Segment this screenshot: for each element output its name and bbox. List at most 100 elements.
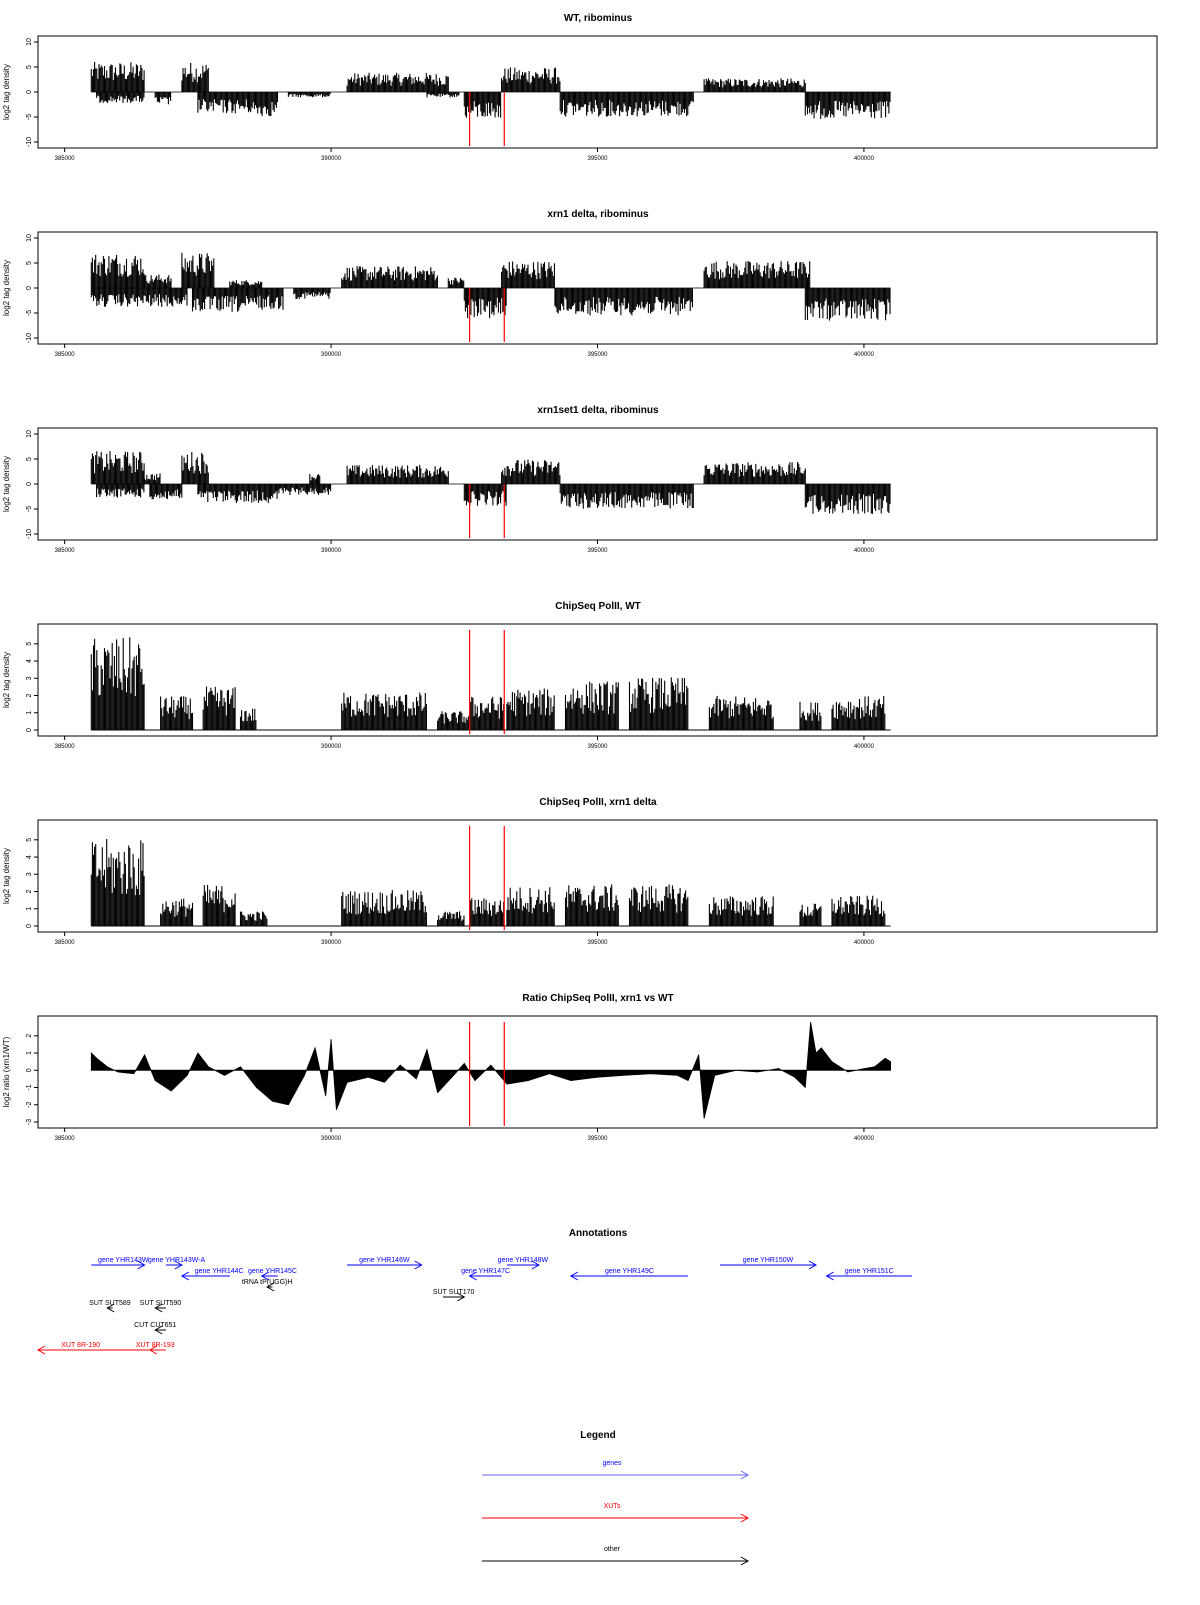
x-tick-label: 390000 — [321, 1136, 342, 1142]
legend-items: genes XUTs other — [482, 1460, 750, 1566]
y-tick-label: 5 — [26, 642, 33, 646]
legend-item: XUTs — [482, 1503, 750, 1523]
chart-panel: ChipSeq PolII, WT 0 1 2 3 4 5 log2 tag density 3… — [2, 601, 1158, 750]
annotation-arrow: XUT 8R-190 — [36, 1342, 150, 1355]
chart-panel: Ratio ChipSeq PolII, xrn1 vs WT -3 -2 -1 0 1 2… — [2, 993, 1158, 1142]
x-tick-label: 390000 — [321, 156, 342, 162]
annotation-arrowhead — [180, 1271, 190, 1281]
annotation-arrow: gene YHR145C — [248, 1268, 297, 1281]
annotation-label: SUT SUT589 — [89, 1300, 131, 1307]
annotation-label: gene YHR144C — [195, 1268, 244, 1275]
annotation-arrowhead — [531, 1260, 540, 1270]
annotation-arrowhead — [825, 1271, 834, 1281]
annotation-label: gene YHR148W — [498, 1257, 549, 1264]
y-tick-label: 0 — [26, 90, 33, 94]
y-tick-label: 0 — [26, 728, 33, 732]
annotation-arrowhead — [468, 1271, 477, 1281]
y-tick-label: -10 — [26, 333, 33, 343]
y-axis-label: log2 tag density — [2, 260, 11, 316]
x-tick-label: 400000 — [854, 156, 875, 162]
x-tick-label: 390000 — [321, 940, 342, 946]
x-tick-label: 385000 — [55, 940, 76, 946]
annotation-arrow: gene YHR143W-A — [148, 1257, 206, 1270]
annotation-label: XUT 8R-190 — [61, 1342, 100, 1349]
chart-panel: xrn1set1 delta, ribominus -10 -5 0 5 10 log2 t… — [2, 405, 1158, 554]
y-tick-label: 4 — [26, 659, 33, 663]
x-tick-label: 390000 — [321, 548, 342, 554]
x-tick-label: 395000 — [587, 548, 608, 554]
y-tick-label: -5 — [26, 310, 33, 316]
x-tick-label: 395000 — [587, 744, 608, 750]
annotation-arrow: tRNA tP(UGG)H — [242, 1279, 293, 1292]
annotation-arrow: gene YHR146W — [347, 1257, 423, 1270]
legend-title: Legend — [580, 1430, 616, 1441]
legend-label: XUTs — [604, 1503, 621, 1510]
y-tick-label: 1 — [26, 907, 33, 911]
annotation-items: gene YHR143W gene YHR143W-A gene YHR144C ge… — [36, 1257, 912, 1355]
y-tick-label: 0 — [26, 482, 33, 486]
y-tick-label: 1 — [26, 711, 33, 715]
y-tick-label: -5 — [26, 114, 33, 120]
y-tick-label: -3 — [26, 1119, 33, 1125]
chart-title: ChipSeq PolII, WT — [555, 601, 641, 612]
annotation-label: gene YHR151C — [845, 1268, 894, 1275]
x-tick-label: 395000 — [587, 156, 608, 162]
annotation-arrow: gene YHR148W — [498, 1257, 549, 1270]
annotation-arrow: SUT SUT170 — [433, 1289, 474, 1302]
x-tick-label: 385000 — [55, 548, 76, 554]
annotation-arrowhead — [260, 1271, 270, 1281]
y-tick-label: 3 — [26, 872, 33, 876]
y-tick-label: 10 — [26, 430, 33, 438]
chart-title: Ratio ChipSeq PolII, xrn1 vs WT — [522, 993, 673, 1004]
y-tick-label: 1 — [26, 1051, 33, 1055]
y-tick-label: -10 — [26, 529, 33, 539]
y-tick-label: -2 — [26, 1102, 33, 1108]
y-tick-label: 5 — [26, 457, 33, 461]
annotation-label: gene YHR145C — [248, 1268, 297, 1275]
x-tick-label: 395000 — [587, 940, 608, 946]
chart-panel: WT, ribominus -10 -5 0 5 10 log2 tag density 38… — [2, 13, 1158, 162]
annotation-arrowhead — [808, 1260, 817, 1270]
y-axis-label: log2 ratio (xrn1/WT) — [2, 1036, 11, 1107]
y-tick-label: 2 — [26, 889, 33, 893]
annotation-arrow: SUT SUT589 — [89, 1300, 131, 1313]
annotation-arrow: XUT 8R-193 — [136, 1342, 175, 1355]
annotation-label: gene YHR147C — [461, 1268, 510, 1275]
annotation-label: gene YHR143W — [98, 1257, 149, 1264]
legend-arrowhead — [740, 1556, 750, 1566]
chart-title: ChipSeq PolII, xrn1 delta — [539, 797, 657, 808]
x-tick-label: 400000 — [854, 940, 875, 946]
annotation-label: CUT CUT651 — [134, 1322, 176, 1329]
annotation-arrowhead — [137, 1260, 146, 1270]
y-tick-label: 0 — [26, 924, 33, 928]
legend-arrowhead — [740, 1513, 750, 1523]
annotation-arrowhead — [154, 1303, 163, 1313]
legend-label: genes — [602, 1460, 622, 1467]
annotation-arrow: gene YHR151C — [825, 1268, 912, 1281]
annotation-arrowhead — [266, 1282, 275, 1292]
x-tick-label: 390000 — [321, 744, 342, 750]
annotation-arrow: gene YHR144C — [180, 1268, 244, 1281]
annotation-arrowhead — [569, 1271, 579, 1281]
x-tick-label: 395000 — [587, 352, 608, 358]
annotation-label: tRNA tP(UGG)H — [242, 1279, 293, 1286]
y-tick-label: 3 — [26, 676, 33, 680]
annotations-panel: Annotations gene YHR143W gene YHR143W-Age… — [36, 1228, 912, 1355]
annotation-label: SUT SUT590 — [140, 1300, 182, 1307]
y-axis-label: log2 tag density — [2, 64, 11, 120]
annotation-label: gene YHR146W — [359, 1257, 410, 1264]
legend-item: genes — [482, 1460, 750, 1480]
x-tick-label: 400000 — [854, 352, 875, 358]
legend-panel: Legend genes XUTs other — [482, 1430, 750, 1566]
legend-label: other — [604, 1546, 621, 1553]
chart-title: xrn1 delta, ribominus — [547, 209, 649, 220]
chart-panel: ChipSeq PolII, xrn1 delta 0 1 2 3 4 5 log2 tag … — [2, 797, 1158, 946]
y-tick-label: 2 — [26, 693, 33, 697]
annotation-arrowhead — [174, 1260, 183, 1270]
y-axis-label: log2 tag density — [2, 652, 11, 708]
chart-panel: xrn1 delta, ribominus -10 -5 0 5 10 log2 tag d… — [2, 209, 1158, 358]
y-tick-label: -1 — [26, 1084, 33, 1090]
y-tick-label: 5 — [26, 838, 33, 842]
